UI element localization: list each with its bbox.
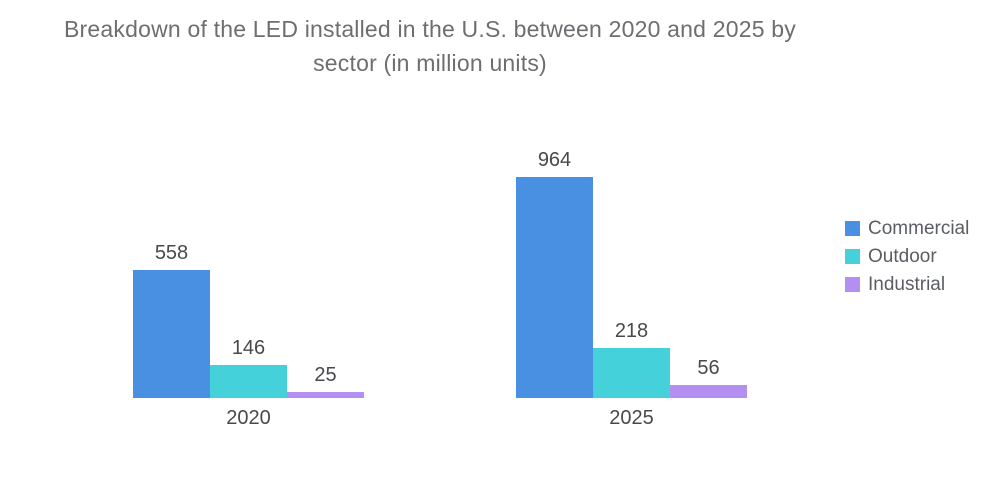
legend-item-industrial: Industrial <box>845 274 969 295</box>
value-label-industrial-2020: 25 <box>314 364 337 386</box>
value-label-outdoor-2020: 146 <box>231 337 266 359</box>
bar-outdoor-2025: 218 <box>593 320 670 398</box>
legend-swatch-icon <box>845 221 860 236</box>
legend-label-outdoor: Outdoor <box>868 245 937 267</box>
value-label-industrial-2025: 56 <box>697 357 720 379</box>
legend-swatch-icon <box>845 277 860 292</box>
chart-title-line2: sector (in million units) <box>313 50 547 76</box>
legend-label-industrial: Industrial <box>868 273 946 295</box>
legend-item-commercial: Commercial <box>845 218 969 239</box>
bar-commercial-2020: 558 <box>133 242 210 398</box>
x-axis-label-2025: 2025 <box>609 407 654 429</box>
bar-industrial-2025: 56 <box>670 357 747 398</box>
bar-industrial-2020: 25 <box>287 364 364 398</box>
x-axis-label-2020: 2020 <box>226 407 271 429</box>
bar-commercial-2025: 964 <box>516 149 593 398</box>
value-label-commercial-2020: 558 <box>154 242 189 264</box>
legend: Commercial Outdoor Industrial <box>845 218 969 305</box>
plot-area: 558 146 25 2020 964 218 56 2025 <box>133 149 747 429</box>
bar-group-2020: 558 146 25 2020 <box>133 242 364 429</box>
legend-label-commercial: Commercial <box>868 217 970 239</box>
bar-group-2025: 964 218 56 2025 <box>516 149 747 429</box>
value-label-commercial-2025: 964 <box>537 149 572 171</box>
chart-title: Breakdown of the LED installed in the U.… <box>0 12 860 80</box>
value-label-outdoor-2025: 218 <box>614 320 649 342</box>
legend-item-outdoor: Outdoor <box>845 246 969 267</box>
chart-title-line1: Breakdown of the LED installed in the U.… <box>64 16 796 42</box>
legend-swatch-icon <box>845 249 860 264</box>
bar-outdoor-2020: 146 <box>210 337 287 398</box>
